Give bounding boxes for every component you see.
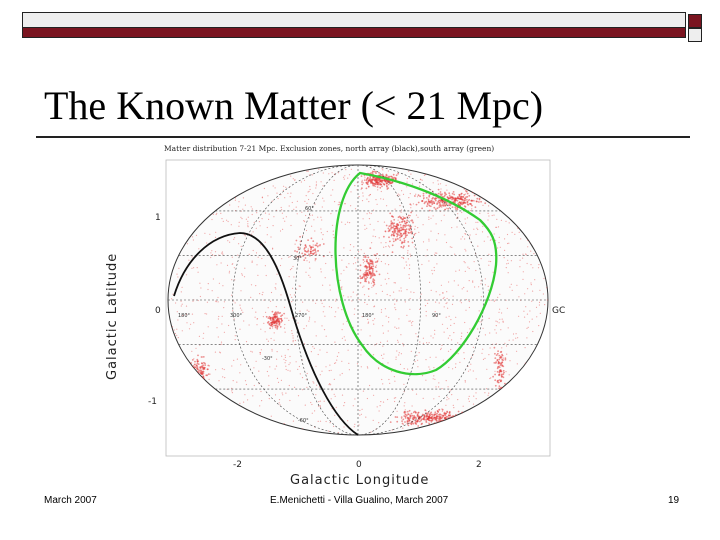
slide-title: The Known Matter (< 21 Mpc) — [44, 83, 544, 128]
x-axis-label: Galactic Longitude — [290, 473, 429, 488]
grid-label: 300° — [230, 313, 243, 319]
figure-caption: Matter distribution 7-21 Mpc. Exclusion … — [164, 144, 494, 153]
north-array-exclusion — [173, 232, 359, 436]
y-tick-label: 1 — [155, 213, 161, 223]
top-decor-strip — [22, 28, 686, 38]
y-tick-label: -1 — [148, 397, 157, 407]
grid-label: 180° — [178, 313, 191, 319]
sky-map-figure: Matter distribution 7-21 Mpc. Exclusion … — [105, 144, 565, 488]
title-underline — [36, 136, 690, 138]
coordinate-grid — [168, 165, 548, 435]
x-tick-label: -2 — [233, 460, 242, 470]
x-tick-label: 2 — [476, 460, 482, 470]
y-axis-label: Galactic Latitude — [105, 253, 120, 380]
grid-label: 30° — [293, 256, 302, 262]
gc-label: GC — [552, 306, 565, 316]
grid-label: 90° — [432, 313, 441, 319]
y-tick-label: 0 — [155, 306, 161, 316]
top-decor-bar — [22, 12, 686, 28]
page-number: 19 — [668, 495, 680, 506]
grid-label: 270° — [295, 313, 308, 319]
grid-label: -60° — [298, 418, 309, 424]
corner-square-dark — [688, 14, 702, 28]
plot-frame — [165, 159, 551, 457]
grid-label: 60° — [305, 206, 314, 212]
footer-credit: E.Menichetti - Villa Gualino, March 2007 — [270, 495, 449, 506]
south-array-exclusion — [334, 171, 498, 376]
footer-date: March 2007 — [44, 495, 97, 506]
grid-label: -30° — [262, 356, 273, 362]
grid-label: 180° — [362, 313, 375, 319]
corner-square-light — [688, 28, 702, 42]
x-tick-label: 0 — [356, 460, 362, 470]
